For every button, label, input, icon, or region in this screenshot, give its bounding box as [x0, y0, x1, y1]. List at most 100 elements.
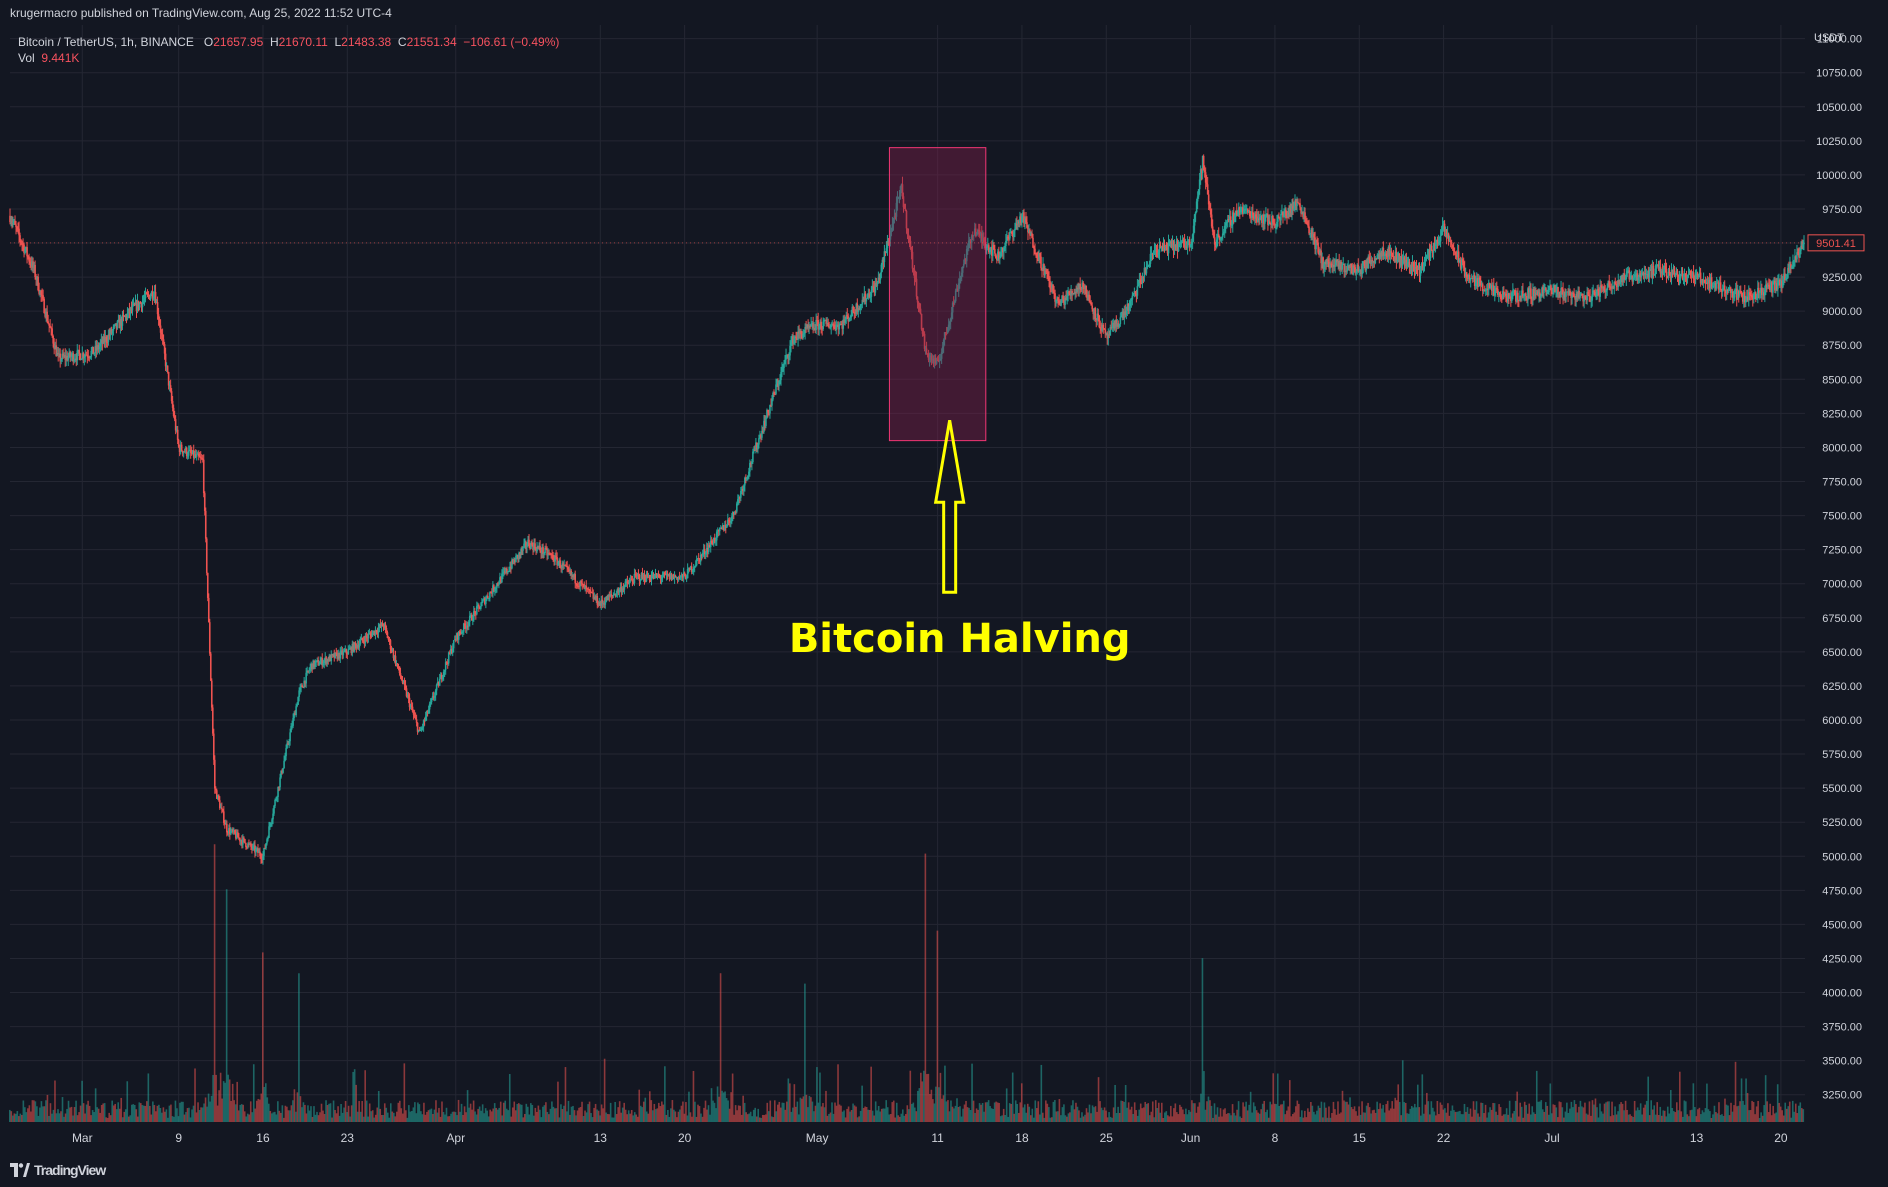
candle-body	[134, 301, 137, 306]
candle-body	[11, 221, 13, 223]
candle-body	[29, 261, 31, 264]
candle-body	[1772, 281, 1774, 293]
candle-body	[904, 208, 907, 211]
volume-bar	[865, 1107, 868, 1122]
volume-bar	[1412, 1107, 1415, 1122]
volume-bar	[313, 1106, 315, 1122]
volume-bar	[883, 1108, 886, 1122]
candle-body	[1510, 296, 1512, 301]
volume-bar	[386, 1112, 389, 1122]
volume-bar	[1374, 1112, 1377, 1122]
candle-body	[447, 652, 450, 664]
candle-body	[995, 253, 997, 258]
volume-bar	[1148, 1115, 1151, 1122]
volume-bar	[1596, 1107, 1598, 1122]
volume-bar	[764, 1114, 767, 1122]
volume-bar	[418, 1104, 421, 1122]
candle-body	[1699, 272, 1702, 284]
candle-body	[55, 345, 57, 356]
volume-bar	[1548, 1114, 1550, 1122]
volume-bar	[1088, 1104, 1091, 1122]
volume-bar	[1364, 1112, 1366, 1122]
candle-body	[1549, 285, 1551, 289]
candle-body	[362, 640, 365, 642]
candle-body	[1288, 212, 1290, 215]
volume-bar	[1281, 1104, 1284, 1122]
volume-bar	[383, 1103, 386, 1122]
volume-label[interactable]: Vol	[18, 51, 35, 65]
candle-body	[571, 574, 573, 576]
published-header: krugermacro published on TradingView.com…	[10, 6, 392, 20]
volume-bar	[563, 1105, 565, 1122]
candle-body	[540, 550, 542, 554]
price-chart[interactable]: 3250.003500.003750.004000.004250.004500.…	[0, 25, 1888, 1153]
volume-bar	[489, 1109, 491, 1122]
candle-body	[348, 648, 351, 650]
candle-body	[189, 449, 192, 453]
volume-bar	[652, 1110, 654, 1122]
footer-brand[interactable]: TradingView	[34, 1162, 106, 1178]
candle-body	[1229, 216, 1232, 226]
volume-bar	[382, 1114, 385, 1122]
candle-body	[328, 655, 331, 662]
candle-body	[445, 662, 448, 664]
price-axis-tick-label: 4500.00	[1822, 919, 1862, 931]
candle-body	[1567, 291, 1569, 296]
volume-bar	[686, 1115, 689, 1122]
candle-body	[1012, 233, 1014, 238]
volume-bar	[1594, 1098, 1597, 1122]
volume-bar	[707, 1105, 710, 1122]
candle-body	[1071, 291, 1073, 295]
volume-bar	[72, 1115, 74, 1122]
volume-bar	[722, 1092, 725, 1122]
volume-bar	[754, 1107, 757, 1122]
candle-body	[932, 358, 935, 364]
candle-body	[1209, 208, 1212, 215]
volume-bar	[1057, 1111, 1059, 1122]
candle-body	[1444, 229, 1447, 232]
candle-body	[417, 729, 420, 732]
candle-body	[57, 353, 59, 355]
candle-body	[98, 346, 101, 350]
volume-bar	[1192, 1103, 1195, 1122]
candle-body	[1476, 278, 1479, 287]
volume-bar	[548, 1114, 550, 1122]
volume-bar	[173, 1116, 175, 1122]
candle-body	[841, 324, 844, 329]
candle-body	[838, 324, 841, 330]
volume-bar	[948, 1111, 951, 1122]
candle-body	[1238, 207, 1241, 213]
volume-bar	[1713, 1105, 1716, 1122]
volume-bar	[371, 1110, 374, 1122]
candle-body	[1331, 263, 1333, 268]
candle-body	[341, 650, 344, 656]
volume-bar	[1367, 1102, 1369, 1122]
candle-body	[521, 549, 523, 551]
volume-bar	[132, 1104, 135, 1122]
volume-bar	[1707, 1109, 1710, 1122]
candle-body	[1177, 244, 1180, 252]
candle-body	[1457, 251, 1460, 263]
candle-body	[1797, 252, 1799, 254]
candle-body	[1005, 241, 1007, 247]
volume-bar	[272, 1112, 275, 1122]
candle-body	[905, 210, 908, 229]
candle-body	[1763, 292, 1765, 296]
candle-body	[243, 837, 245, 839]
candle-body	[1318, 252, 1320, 256]
chart-frame[interactable]: 3250.00 3500.00 3750.00 4000.00 4250.00 4500.…	[0, 25, 1888, 1153]
candle-body	[1725, 289, 1728, 294]
symbol-name[interactable]: Bitcoin / TetherUS, 1h, BINANCE	[18, 35, 194, 49]
candle-body	[1480, 284, 1483, 286]
volume-bar	[1459, 1110, 1461, 1122]
candle-body	[97, 345, 100, 350]
candle-body	[219, 800, 221, 809]
volume-bar	[1073, 1109, 1076, 1122]
volume-bar	[531, 1104, 534, 1122]
price-axis-tick-label: 3750.00	[1822, 1022, 1862, 1034]
candle-body	[645, 573, 648, 582]
candle-body	[238, 837, 240, 839]
candle-body	[1481, 284, 1484, 292]
volume-bar	[861, 1085, 863, 1122]
candle-body	[1044, 270, 1046, 276]
